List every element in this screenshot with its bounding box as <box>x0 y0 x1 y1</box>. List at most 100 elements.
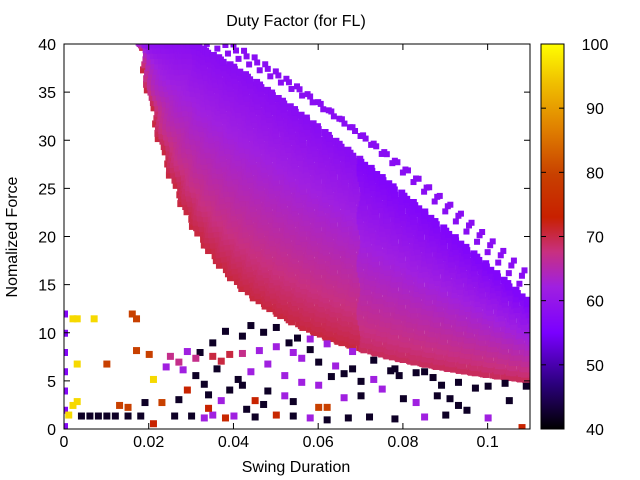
band-point <box>399 245 407 253</box>
band-point <box>350 205 358 213</box>
band-point <box>267 168 275 176</box>
band-point <box>445 279 453 287</box>
band-point <box>214 91 222 99</box>
band-point <box>297 206 305 214</box>
band-point <box>289 132 297 140</box>
scatter-point <box>124 403 132 411</box>
band-point <box>445 230 453 238</box>
band-point <box>284 135 292 143</box>
band-point <box>303 122 311 130</box>
band-point <box>154 36 161 43</box>
band-point <box>373 170 381 178</box>
band-point <box>220 255 228 263</box>
band-point <box>269 197 277 205</box>
band-point <box>325 229 333 237</box>
band-point <box>504 311 512 319</box>
band-point <box>384 315 392 323</box>
band-point <box>237 169 245 177</box>
band-edge-point <box>508 262 515 269</box>
band-point <box>199 82 207 90</box>
band-point <box>257 136 265 144</box>
band-point <box>215 251 223 259</box>
band-point <box>428 330 436 338</box>
band-point <box>372 296 380 304</box>
band-point <box>379 229 387 237</box>
band-point <box>490 296 498 304</box>
band-point <box>227 90 235 98</box>
band-point <box>247 270 255 278</box>
band-point <box>368 178 376 186</box>
band-point <box>179 120 187 128</box>
band-point <box>195 139 203 147</box>
band-point <box>261 207 269 215</box>
band-point <box>188 127 196 135</box>
band-point <box>444 322 452 330</box>
band-point <box>334 257 342 265</box>
band-point <box>219 58 227 66</box>
band-point <box>276 301 284 309</box>
band-point <box>518 293 526 301</box>
band-point <box>482 360 490 368</box>
band-point <box>261 113 269 121</box>
band-point <box>261 213 269 221</box>
band-point <box>500 276 508 284</box>
band-point <box>243 235 251 243</box>
band-point <box>529 371 530 379</box>
scatter-point <box>357 392 365 400</box>
band-point <box>247 81 255 89</box>
band-point <box>433 263 441 271</box>
band-point <box>205 55 213 63</box>
band-point <box>333 156 341 164</box>
band-point <box>501 295 509 303</box>
band-point <box>188 84 196 92</box>
band-point <box>311 323 319 331</box>
band-point <box>209 194 217 202</box>
band-point <box>514 311 522 319</box>
band-point <box>225 152 233 160</box>
band-point <box>486 303 494 311</box>
band-point <box>351 258 359 266</box>
band-point <box>251 262 259 270</box>
band-point <box>201 115 209 123</box>
band-point <box>169 67 177 75</box>
band-point <box>330 221 338 229</box>
band-point <box>327 145 335 153</box>
band-point <box>207 225 215 233</box>
band-point <box>290 137 298 145</box>
band-point <box>430 292 438 300</box>
scatter-point <box>298 354 306 362</box>
band-point <box>177 200 185 208</box>
band-point <box>441 296 449 304</box>
band-point <box>349 247 357 255</box>
band-point <box>393 249 401 257</box>
band-point <box>385 274 393 282</box>
band-edge-point <box>209 30 215 36</box>
band-point <box>346 171 354 179</box>
band-point <box>242 277 250 285</box>
scatter-point <box>442 411 450 419</box>
band-point <box>209 146 217 154</box>
band-point <box>366 197 374 205</box>
band-point <box>148 93 156 101</box>
band-point <box>169 114 177 122</box>
band-point <box>212 80 220 88</box>
band-point <box>527 316 530 324</box>
band-point <box>403 244 411 252</box>
band-point <box>527 370 530 378</box>
band-point <box>486 355 494 363</box>
band-point <box>143 80 151 88</box>
band-point <box>341 314 349 322</box>
band-point <box>152 120 160 128</box>
band-point <box>403 195 411 203</box>
band-point <box>278 269 286 277</box>
band-point <box>268 97 276 105</box>
band-point <box>329 310 337 318</box>
band-point <box>306 247 314 255</box>
band-point <box>232 177 240 185</box>
band-point <box>322 248 330 256</box>
band-point <box>202 73 210 81</box>
band-point <box>525 338 530 346</box>
band-edge-point <box>191 29 197 35</box>
band-point <box>453 253 461 261</box>
band-point <box>272 267 280 275</box>
